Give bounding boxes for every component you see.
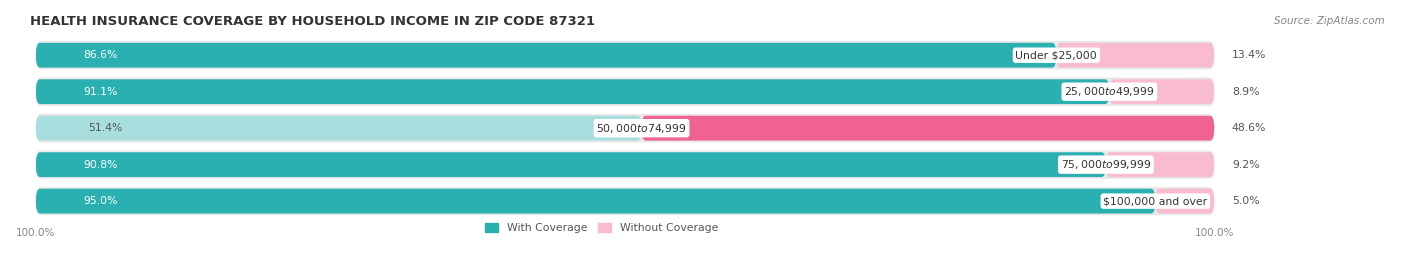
Text: $100,000 and over: $100,000 and over [1104,196,1208,206]
Text: 91.1%: 91.1% [83,87,117,97]
FancyBboxPatch shape [37,77,1215,106]
Text: $25,000 to $49,999: $25,000 to $49,999 [1064,85,1154,98]
Text: 51.4%: 51.4% [89,123,124,133]
FancyBboxPatch shape [37,152,1107,177]
FancyBboxPatch shape [1156,189,1215,214]
FancyBboxPatch shape [37,189,1156,214]
Text: $50,000 to $74,999: $50,000 to $74,999 [596,122,686,135]
Text: 48.6%: 48.6% [1232,123,1267,133]
Text: 13.4%: 13.4% [1232,50,1267,60]
FancyBboxPatch shape [1109,79,1215,104]
Text: 95.0%: 95.0% [83,196,118,206]
Text: Source: ZipAtlas.com: Source: ZipAtlas.com [1274,16,1385,26]
FancyBboxPatch shape [37,79,1109,104]
Text: $75,000 to $99,999: $75,000 to $99,999 [1060,158,1152,171]
FancyBboxPatch shape [37,116,641,141]
FancyBboxPatch shape [37,41,1215,69]
Text: HEALTH INSURANCE COVERAGE BY HOUSEHOLD INCOME IN ZIP CODE 87321: HEALTH INSURANCE COVERAGE BY HOUSEHOLD I… [30,15,595,28]
FancyBboxPatch shape [37,43,1056,68]
Text: 86.6%: 86.6% [83,50,117,60]
Text: Under $25,000: Under $25,000 [1015,50,1097,60]
Text: 5.0%: 5.0% [1232,196,1260,206]
Text: 9.2%: 9.2% [1232,160,1260,170]
Text: 8.9%: 8.9% [1232,87,1260,97]
FancyBboxPatch shape [37,150,1215,179]
Text: 90.8%: 90.8% [83,160,118,170]
FancyBboxPatch shape [641,116,1215,141]
FancyBboxPatch shape [37,114,1215,142]
FancyBboxPatch shape [1056,43,1215,68]
FancyBboxPatch shape [1107,152,1215,177]
FancyBboxPatch shape [37,187,1215,215]
Legend: With Coverage, Without Coverage: With Coverage, Without Coverage [485,222,718,233]
